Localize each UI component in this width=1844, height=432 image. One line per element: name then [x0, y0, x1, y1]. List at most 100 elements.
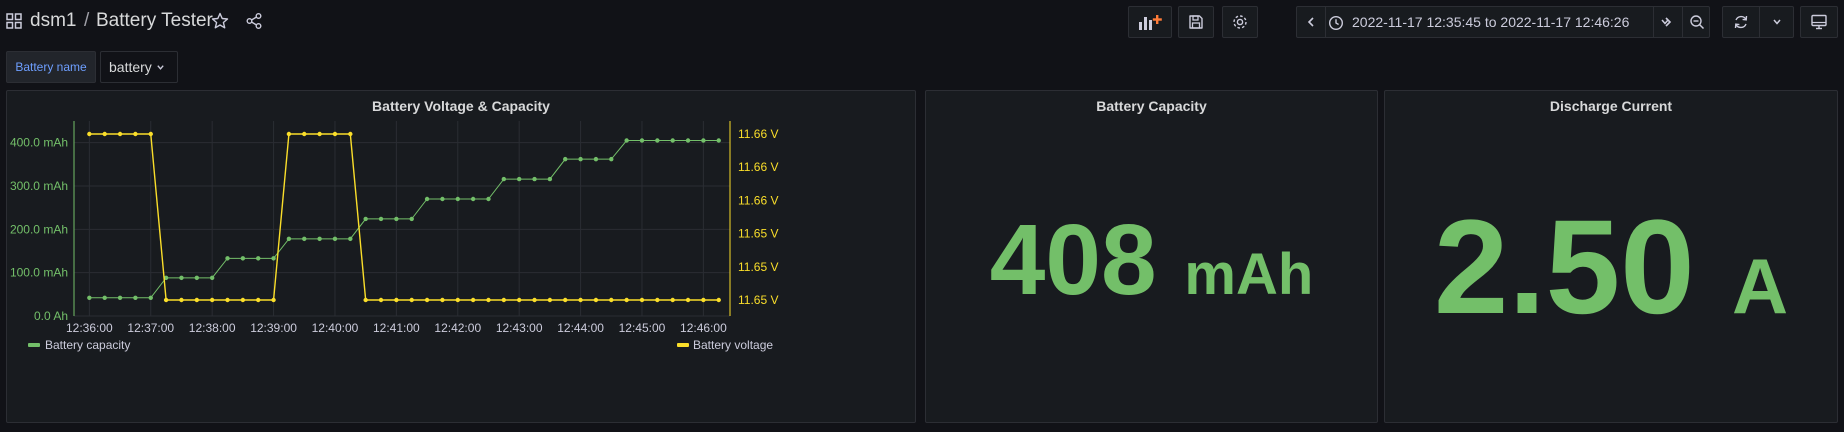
- voltage-capacity-chart[interactable]: 12:36:00 12:37:00 12:38:00 12:39:00 12:40:00…: [7, 91, 915, 422]
- variable-label: Battery name: [6, 51, 96, 83]
- clock-icon: [1328, 15, 1344, 31]
- capacity-point: [547, 176, 553, 182]
- stat-unit: mAh: [1184, 242, 1314, 307]
- capacity-point: [163, 275, 169, 281]
- capacity-point: [133, 295, 138, 300]
- breadcrumb-separator: /: [84, 10, 90, 31]
- panel-title: Battery Capacity: [1096, 98, 1207, 114]
- time-shift-forward-button[interactable]: [1654, 7, 1682, 37]
- dashboard-settings-button[interactable]: [1222, 6, 1258, 38]
- capacity-point: [148, 295, 153, 300]
- voltage-point: [470, 297, 476, 303]
- x-tick-label: 12:37:00: [127, 321, 174, 335]
- y-left-tick-label: 0.0 Ah: [34, 309, 68, 323]
- chevron-down-icon: [1773, 19, 1781, 25]
- panel-title: Battery Voltage & Capacity: [372, 98, 550, 114]
- voltage-point: [394, 297, 399, 303]
- zoom-out-button[interactable]: [1683, 7, 1710, 37]
- capacity-point: [363, 216, 368, 222]
- voltage-point: [593, 297, 599, 303]
- capacity-point: [409, 216, 414, 222]
- x-tick-label: 12:43:00: [496, 321, 543, 335]
- capacity-point: [609, 156, 614, 162]
- y-left-tick-label: 200.0 mAh: [10, 222, 68, 236]
- share-icon[interactable]: [245, 12, 263, 30]
- capacity-point: [685, 138, 691, 143]
- capacity-point: [578, 156, 583, 162]
- voltage-point: [655, 297, 660, 303]
- y-right-tick-label: 11.66 V: [738, 127, 778, 141]
- y-right-tick-label: 11.65 V: [738, 227, 778, 241]
- capacity-point: [470, 196, 476, 202]
- y-right-tick-label: 11.65 V: [738, 293, 778, 307]
- y-right-tick-label: 11.66 V: [738, 193, 778, 207]
- y-right-tick-label: 11.65 V: [738, 260, 778, 274]
- save-icon: [1189, 15, 1203, 29]
- voltage-point: [148, 131, 153, 137]
- breadcrumb-folder[interactable]: dsm1: [30, 10, 77, 31]
- grid-icon[interactable]: [6, 13, 22, 29]
- add-panel-button[interactable]: [1128, 6, 1172, 38]
- y-left-tick-label: 400.0 mAh: [10, 136, 68, 150]
- current-stat: 2.50 A: [1385, 191, 1837, 344]
- x-tick-label: 12:42:00: [434, 321, 481, 335]
- capacity-point: [563, 156, 568, 162]
- refresh-button[interactable]: [1723, 7, 1759, 37]
- capacity-point: [455, 196, 460, 202]
- current-panel[interactable]: Discharge Current 2.50 A: [1384, 90, 1838, 423]
- dashboard-title[interactable]: Battery Tester: [96, 10, 213, 31]
- time-shift-back-button[interactable]: [1297, 7, 1325, 37]
- kiosk-mode-button[interactable]: [1800, 6, 1838, 38]
- capacity-point: [440, 196, 445, 202]
- voltage-point: [424, 297, 430, 303]
- legend-item-voltage: Battery voltage: [693, 338, 773, 352]
- capacity-series-line: [89, 140, 719, 299]
- capacity-point: [179, 275, 184, 281]
- voltage-point: [639, 297, 645, 303]
- refresh-interval-dropdown[interactable]: [1760, 7, 1794, 37]
- voltage-point: [516, 297, 522, 303]
- stat-value: 408: [989, 204, 1157, 316]
- capacity-point: [639, 138, 645, 143]
- capacity-point: [701, 138, 706, 143]
- voltage-point: [271, 297, 276, 303]
- capacity-point: [317, 236, 322, 242]
- voltage-point: [440, 297, 445, 303]
- voltage-point: [455, 297, 460, 303]
- capacity-point: [424, 196, 430, 202]
- voltage-point: [685, 297, 691, 303]
- save-dashboard-button[interactable]: [1178, 6, 1214, 38]
- capacity-point: [256, 256, 261, 261]
- chevron-down-icon: [1661, 19, 1669, 25]
- time-range-text: 2022-11-17 12:35:45 to 2022-11-17 12:46:…: [1352, 14, 1630, 30]
- voltage-point: [209, 297, 215, 303]
- x-tick-label: 12:39:00: [250, 321, 297, 335]
- star-icon[interactable]: [211, 12, 229, 30]
- y-left-tick-label: 300.0 mAh: [10, 179, 68, 193]
- voltage-point: [578, 297, 583, 303]
- capacity-point: [225, 256, 230, 261]
- capacity-point: [87, 295, 92, 300]
- capacity-point: [516, 176, 522, 182]
- capacity-point: [240, 256, 246, 261]
- legend-item-capacity: Battery capacity: [45, 338, 130, 352]
- legend-swatch-capacity: [28, 343, 40, 347]
- zoom-out-icon: [1689, 15, 1704, 30]
- voltage-point: [163, 297, 169, 303]
- capacity-panel[interactable]: Battery Capacity 408 mAh: [925, 90, 1378, 423]
- time-range-button[interactable]: 2022-11-17 12:35:45 to 2022-11-17 12:46:…: [1326, 7, 1669, 37]
- refresh-picker: [1722, 6, 1794, 38]
- voltage-point: [225, 297, 230, 303]
- chart-panel[interactable]: Battery Voltage & Capacity 12:36:00 12:37…: [6, 90, 916, 423]
- battery-name-select[interactable]: battery: [100, 51, 178, 83]
- y-right-tick-label: 11.66 V: [738, 160, 778, 174]
- capacity-point: [593, 156, 599, 162]
- voltage-point: [133, 131, 138, 137]
- stat-value: 2.50: [1433, 193, 1695, 342]
- capacity-point: [501, 176, 507, 182]
- capacity-point: [624, 138, 629, 143]
- voltage-point: [563, 297, 568, 303]
- voltage-point: [256, 297, 261, 303]
- capacity-point: [302, 236, 307, 242]
- voltage-point: [240, 297, 246, 303]
